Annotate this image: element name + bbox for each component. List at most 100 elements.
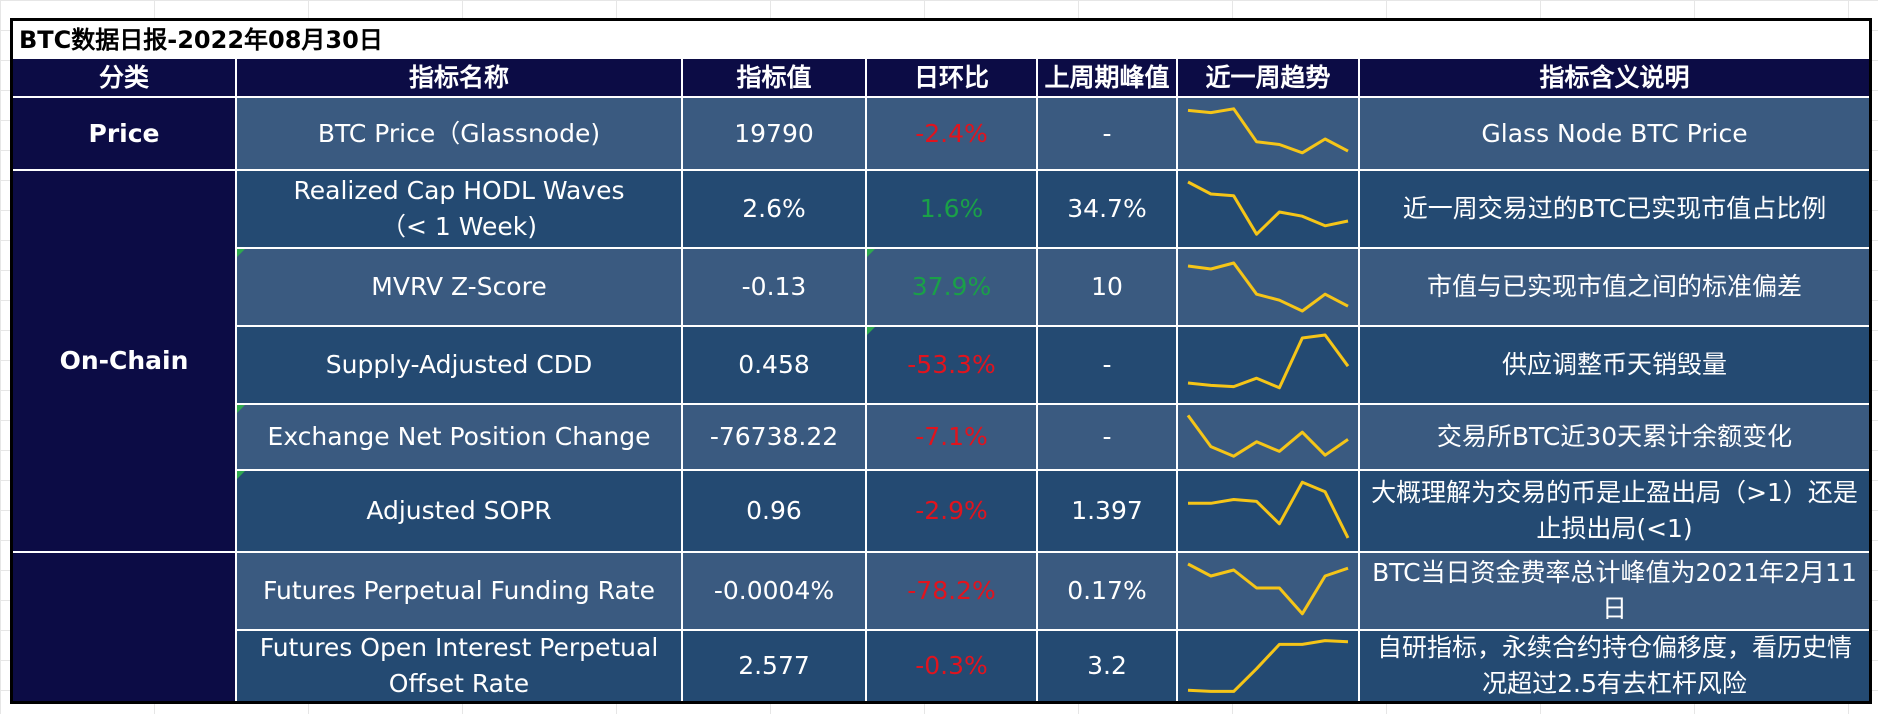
daily-change: 1.6% (867, 171, 1036, 247)
daily-change-text: -53.3% (907, 350, 996, 379)
weekly-trend-sparkline (1178, 171, 1358, 247)
sparkline-trend-line (1188, 480, 1350, 539)
sparkline-chart (1187, 639, 1349, 693)
indicator-value: 2.577 (683, 631, 865, 701)
indicator-description-text: Glass Node BTC Price (1481, 118, 1748, 148)
daily-change-text: 1.6% (919, 194, 984, 223)
indicator-description: 自研指标，永续合约持仓偏移度，看历史情况超过2.5有去杠杆风险 (1360, 631, 1869, 701)
indicator-description-text: BTC当日资金费率总计峰值为2021年2月11日 (1372, 558, 1857, 623)
indicator-name: Adjusted SOPR (237, 471, 681, 551)
category-price: Price (13, 98, 235, 169)
indicator-description-text: 近一周交易过的BTC已实现市值占比例 (1402, 194, 1827, 223)
indicator-name: MVRV Z-Score (237, 249, 681, 325)
sparkline-trend-line (1187, 639, 1349, 693)
sparkline-chart (1187, 107, 1349, 155)
sparkline-chart (1187, 562, 1349, 616)
indicator-name: Futures Perpetual Funding Rate (237, 553, 681, 629)
sparkline-trend-line (1187, 107, 1349, 155)
cell-comment-marker[interactable] (237, 471, 245, 479)
indicator-value-text: 0.96 (746, 496, 802, 525)
category-onchain: On-Chain (13, 171, 235, 551)
sparkline-trend-line (1187, 261, 1349, 313)
indicator-value: -0.0004% (683, 553, 865, 629)
daily-change-text: 37.9% (911, 272, 992, 301)
indicator-description: 交易所BTC近30天累计余额变化 (1360, 405, 1869, 469)
indicator-name-text: Exchange Net Position Change (267, 422, 651, 451)
indicator-name: Exchange Net Position Change (237, 405, 681, 469)
btc-daily-report: BTC数据日报-2022年08月30日 分类 指标名称 指标值 日环比 上周期峰值 近一周… (10, 18, 1872, 704)
weekly-trend-sparkline (1178, 327, 1358, 403)
indicator-name-text: MVRV Z-Score (371, 272, 547, 301)
indicator-name-text: BTC Price（Glassnode) (317, 118, 601, 148)
last-week-peak-text: - (1102, 422, 1112, 451)
indicator-value: 0.96 (683, 471, 865, 551)
indicator-value: -0.13 (683, 249, 865, 325)
header-last-week-peak: 上周期峰值 (1038, 59, 1176, 96)
report-title: BTC数据日报-2022年08月30日 (13, 21, 1869, 59)
indicator-description-text: 大概理解为交易的币是止盈出局（>1）还是止损出局(<1) (1371, 478, 1858, 543)
indicator-name: Realized Cap HODL Waves （< 1 Week) (237, 171, 681, 247)
category-derivatives (13, 553, 235, 701)
indicator-value-text: 2.6% (742, 194, 806, 223)
weekly-trend-sparkline (1178, 405, 1358, 469)
indicator-value-text: -0.13 (741, 272, 807, 301)
sparkline-chart (1187, 261, 1349, 313)
report-table: 分类 指标名称 指标值 日环比 上周期峰值 近一周趋势 指标含义说明 Price On-Chai… (13, 59, 1869, 701)
daily-change: -0.3% (867, 631, 1036, 701)
weekly-trend-sparkline (1178, 471, 1358, 551)
sparkline-trend-line (1187, 180, 1349, 236)
sparkline-chart (1188, 480, 1350, 539)
indicator-value-text: 19790 (734, 118, 814, 148)
daily-change-text: -2.4% (915, 118, 988, 148)
sparkline-chart (1186, 414, 1349, 458)
sparkline-trend-line (1187, 562, 1349, 616)
daily-change-text: -78.2% (907, 576, 996, 605)
indicator-value-text: -0.0004% (713, 576, 835, 605)
daily-change-text: -0.3% (915, 651, 988, 680)
indicator-description: Glass Node BTC Price (1360, 98, 1869, 169)
indicator-description: 近一周交易过的BTC已实现市值占比例 (1360, 171, 1869, 247)
last-week-peak-text: - (1102, 118, 1112, 148)
daily-change: -53.3% (867, 327, 1036, 403)
cell-comment-marker[interactable] (867, 327, 875, 335)
indicator-value: 19790 (683, 98, 865, 169)
last-week-peak: - (1038, 405, 1176, 469)
cell-comment-marker[interactable] (237, 405, 245, 413)
header-weekly-trend: 近一周趋势 (1178, 59, 1358, 96)
last-week-peak-text: 10 (1091, 272, 1123, 301)
last-week-peak: 1.397 (1038, 471, 1176, 551)
daily-change: -78.2% (867, 553, 1036, 629)
indicator-value: -76738.22 (683, 405, 865, 469)
sparkline-trend-line (1187, 333, 1350, 390)
header-description: 指标含义说明 (1360, 59, 1869, 96)
indicator-value-text: 0.458 (738, 350, 810, 379)
indicator-description: 大概理解为交易的币是止盈出局（>1）还是止损出局(<1) (1360, 471, 1869, 551)
indicator-name: BTC Price（Glassnode) (237, 98, 681, 169)
weekly-trend-sparkline (1178, 631, 1358, 701)
weekly-trend-sparkline (1178, 553, 1358, 629)
daily-change-text: -7.1% (915, 422, 988, 451)
indicator-value: 2.6% (683, 171, 865, 247)
header-daily-change: 日环比 (867, 59, 1036, 96)
last-week-peak-text: 0.17% (1067, 576, 1147, 605)
cell-comment-marker[interactable] (237, 249, 245, 257)
indicator-description: 供应调整币天销毁量 (1360, 327, 1869, 403)
sparkline-chart (1187, 333, 1350, 390)
sparkline-trend-line (1186, 414, 1349, 458)
indicator-name-text: Futures Open Interest Perpetual Offset R… (259, 633, 659, 698)
indicator-name-text: Realized Cap HODL Waves （< 1 Week) (293, 176, 625, 241)
header-category: 分类 (13, 59, 235, 96)
indicator-name: Supply-Adjusted CDD (237, 327, 681, 403)
indicator-name: Futures Open Interest Perpetual Offset R… (237, 631, 681, 701)
indicator-description-text: 交易所BTC近30天累计余额变化 (1436, 422, 1793, 451)
last-week-peak-text: 34.7% (1067, 194, 1147, 223)
daily-change: 37.9% (867, 249, 1036, 325)
last-week-peak: - (1038, 98, 1176, 169)
daily-change: -7.1% (867, 405, 1036, 469)
last-week-peak-text: - (1102, 350, 1112, 379)
cell-comment-marker[interactable] (867, 249, 875, 257)
indicator-description: 市值与已实现市值之间的标准偏差 (1360, 249, 1869, 325)
indicator-value-text: 2.577 (738, 651, 810, 680)
last-week-peak-text: 3.2 (1087, 651, 1127, 680)
last-week-peak: 10 (1038, 249, 1176, 325)
